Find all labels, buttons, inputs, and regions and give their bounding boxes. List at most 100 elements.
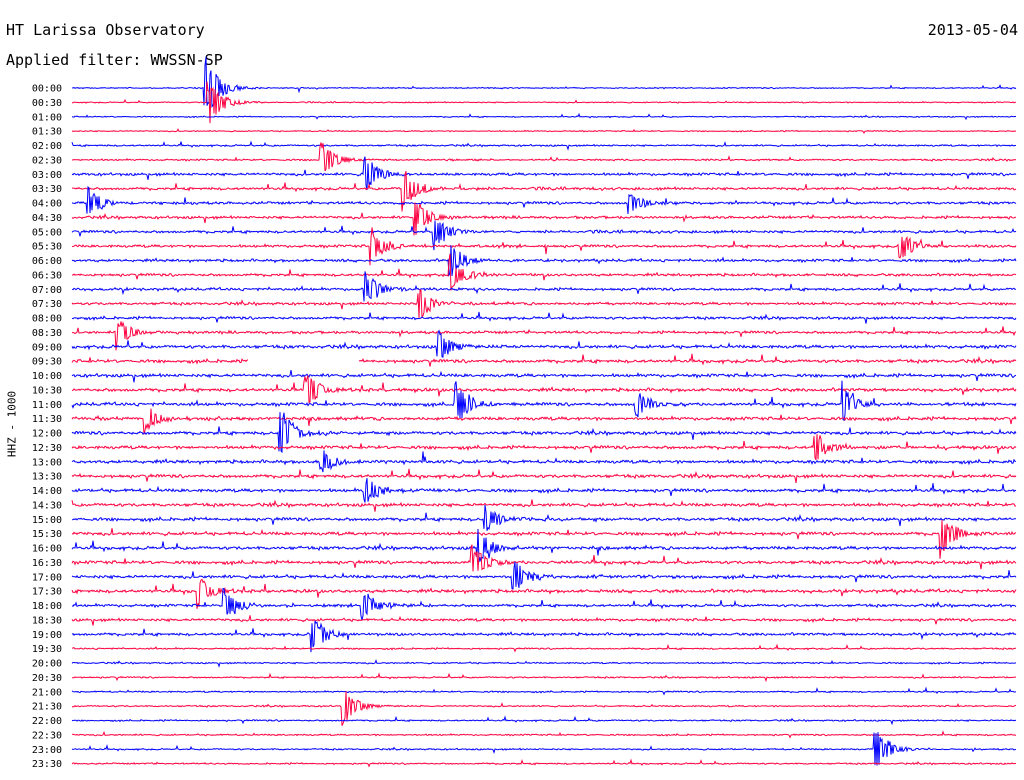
seismic-trace (71, 620, 1017, 653)
trace-time-label: 09:30 (32, 357, 62, 368)
seismic-trace (71, 578, 1017, 609)
trace-time-label: 06:30 (32, 270, 62, 281)
seismic-trace (71, 311, 1017, 324)
seismic-trace (71, 504, 1017, 531)
seismic-trace (71, 245, 1017, 277)
seismic-trace (71, 478, 1017, 503)
seismic-trace (71, 56, 1017, 109)
seismic-trace (71, 615, 1017, 626)
record-date: 2013-05-04 (927, 21, 1018, 39)
seismic-trace (71, 353, 1017, 367)
trace-time-label: 16:30 (32, 558, 62, 569)
trace-time-label: 07:30 (32, 299, 62, 310)
seismic-trace (71, 253, 1017, 291)
trace-time-label: 20:00 (32, 659, 62, 670)
seismic-trace (71, 499, 1016, 512)
trace-time-label: 05:00 (32, 227, 62, 238)
seismic-trace (71, 112, 1017, 121)
trace-time-label: 12:00 (32, 429, 62, 440)
trace-time-label: 16:00 (32, 544, 62, 555)
seismic-trace (71, 289, 1017, 319)
seismic-trace (71, 329, 1017, 358)
seismic-trace (71, 528, 1017, 563)
trace-time-label: 10:30 (32, 385, 62, 396)
seismic-trace (71, 434, 1017, 461)
seismic-trace (71, 561, 1017, 590)
trace-time-label: 13:30 (32, 472, 62, 483)
seismic-trace (71, 715, 1017, 726)
trace-time-label: 15:30 (32, 529, 62, 540)
seismic-trace (71, 659, 1017, 668)
trace-time-label: 22:30 (32, 730, 62, 741)
seismic-trace (71, 588, 1017, 621)
trace-time-label: 19:00 (32, 630, 62, 641)
seismic-trace (71, 185, 1017, 215)
seismic-trace (71, 220, 1017, 251)
trace-time-label: 15:00 (32, 515, 62, 526)
trace-time-label: 17:00 (32, 572, 62, 583)
seismic-trace (71, 128, 1017, 134)
seismic-trace (71, 202, 1016, 236)
trace-time-label: 01:30 (32, 127, 62, 138)
trace-time-label: 03:00 (32, 170, 62, 181)
seismic-trace (71, 758, 1017, 768)
trace-time-label: 11:30 (32, 414, 62, 425)
seismic-trace (71, 156, 1017, 190)
trace-time-label: 04:30 (32, 213, 62, 224)
seismic-trace (72, 730, 1017, 739)
seismic-trace (71, 408, 1017, 435)
trace-time-label: 08:30 (32, 328, 62, 339)
seismic-trace (72, 171, 1017, 212)
trace-time-label: 04:00 (32, 199, 62, 210)
trace-time-label: 20:30 (32, 673, 62, 684)
observatory-title: HT Larissa Observatory (6, 21, 205, 39)
seismic-trace (71, 686, 1016, 696)
seismic-trace (71, 321, 1017, 351)
trace-time-label: 14:30 (32, 500, 62, 511)
trace-time-label: 17:30 (32, 587, 62, 598)
trace-time-label: 05:30 (32, 242, 62, 253)
seismic-trace (71, 271, 1017, 302)
trace-time-label: 23:30 (32, 759, 62, 770)
trace-time-label: 13:00 (32, 457, 62, 468)
trace-time-label: 03:30 (32, 184, 62, 195)
seismic-trace (71, 732, 1017, 766)
trace-time-label: 18:00 (32, 601, 62, 612)
trace-time-label: 00:00 (32, 84, 62, 95)
seismic-trace (71, 520, 1017, 559)
trace-time-label: 11:00 (32, 400, 62, 411)
seismic-trace (71, 375, 1017, 404)
trace-time-label: 21:00 (32, 687, 62, 698)
trace-time-label: 21:30 (32, 702, 62, 713)
trace-time-label: 23:00 (32, 745, 62, 756)
trace-time-label: 14:00 (32, 486, 62, 497)
seismic-trace (71, 412, 1017, 454)
seismic-trace (71, 691, 1017, 726)
trace-time-label: 01:00 (32, 112, 62, 123)
trace-time-label: 06:00 (32, 256, 62, 267)
trace-time-label: 12:30 (32, 443, 62, 454)
seismic-trace (71, 227, 1017, 266)
seismic-trace (71, 142, 1017, 172)
trace-time-label: 02:00 (32, 141, 62, 152)
seismic-trace (72, 81, 1017, 124)
trace-time-label: 09:00 (32, 342, 62, 353)
trace-time-label: 07:00 (32, 285, 62, 296)
seismic-trace (71, 370, 1017, 383)
seismic-trace (71, 140, 1017, 151)
seismic-trace (72, 672, 1017, 683)
seismic-trace (71, 544, 1017, 572)
trace-time-label: 22:00 (32, 716, 62, 727)
trace-time-label: 18:30 (32, 615, 62, 626)
seismic-trace (71, 450, 1017, 473)
seismic-trace (71, 468, 1017, 483)
trace-time-label: 19:30 (32, 644, 62, 655)
trace-time-label: 10:00 (32, 371, 62, 382)
trace-time-label: 00:30 (32, 98, 62, 109)
trace-time-label: 02:30 (32, 155, 62, 166)
seismic-trace (71, 643, 1016, 653)
trace-time-label: 08:00 (32, 314, 62, 325)
seismic-trace (71, 380, 1017, 422)
